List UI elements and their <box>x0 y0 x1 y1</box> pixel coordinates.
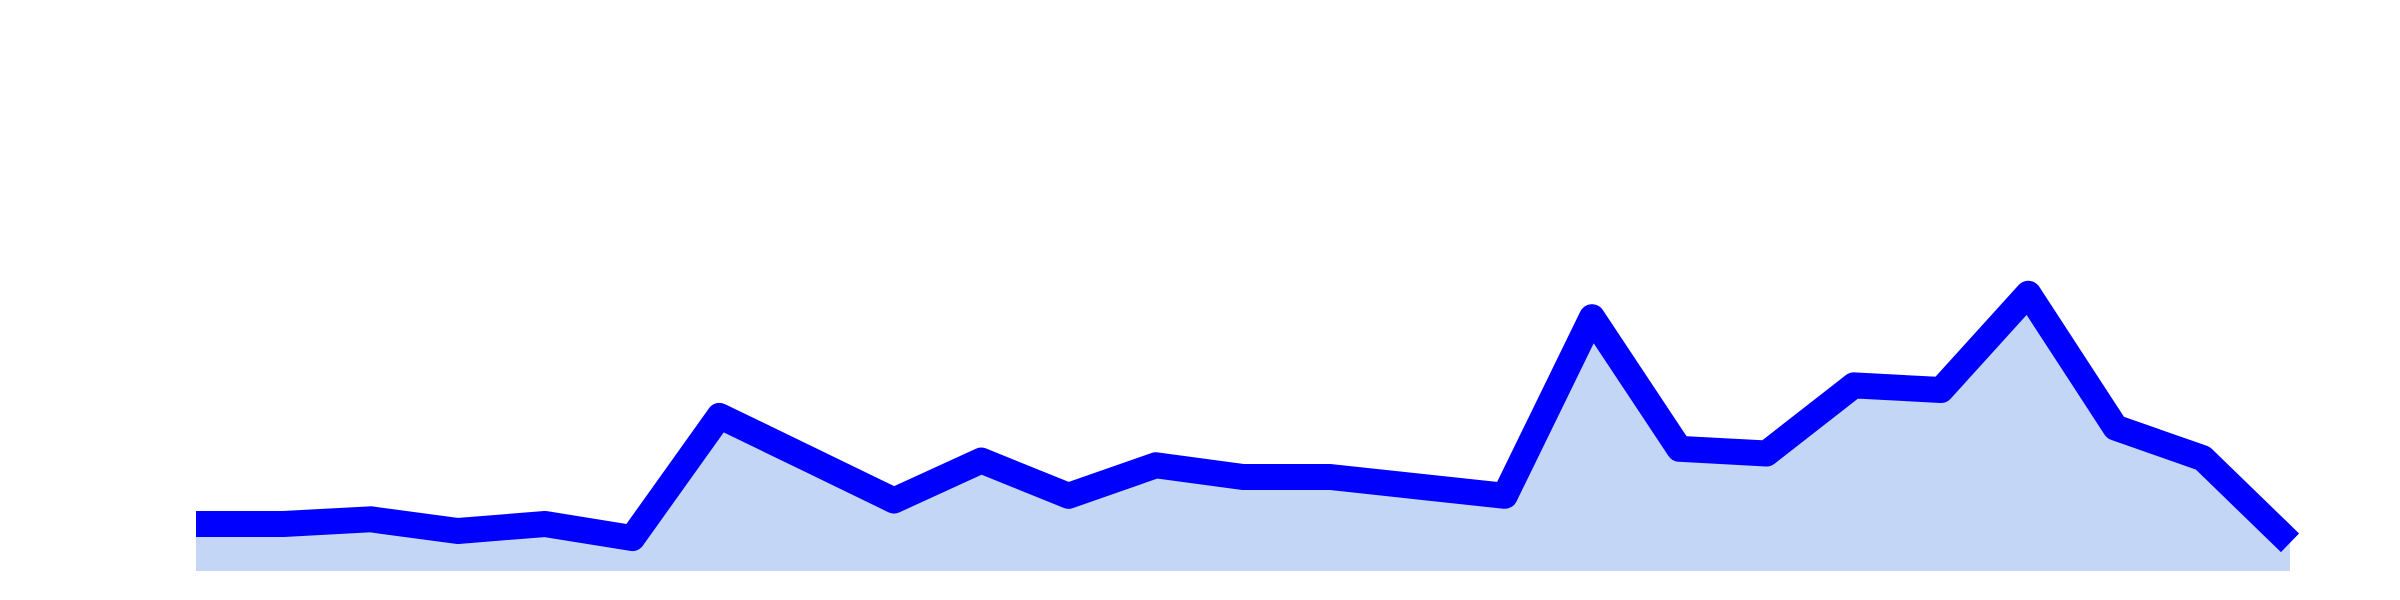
series-0-area <box>196 293 2290 571</box>
area-layer <box>196 293 2290 571</box>
series-0-line <box>196 280 2300 553</box>
line-layer <box>196 280 2300 553</box>
